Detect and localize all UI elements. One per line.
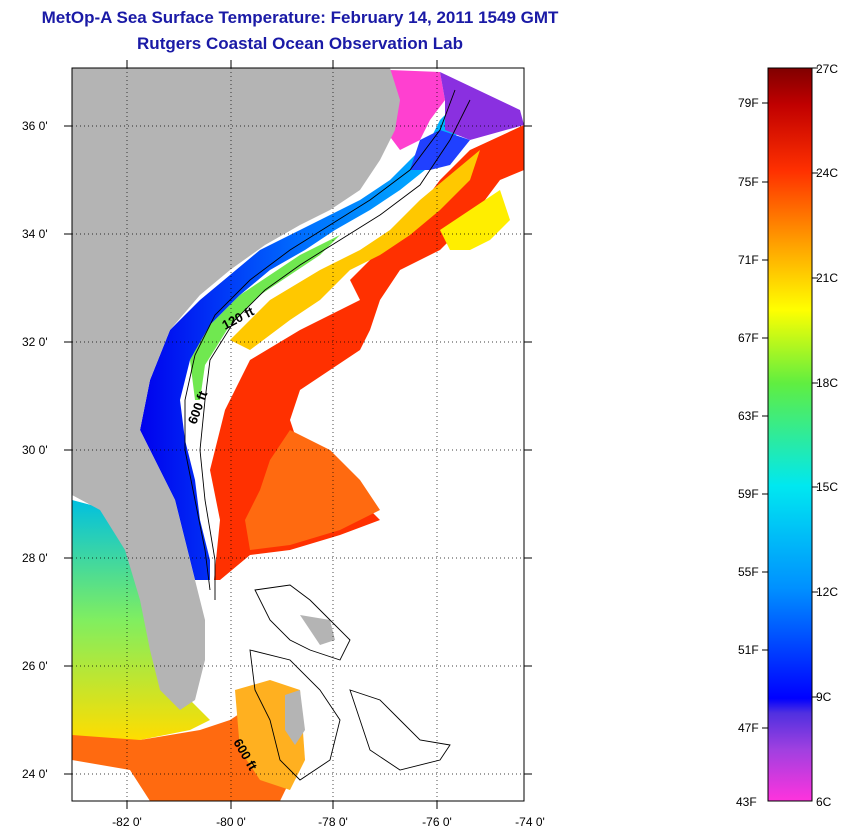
lat-tick-label: 24 0' [22,767,48,781]
colorbar-f-label: 79F [738,96,759,110]
map-ticks [64,60,532,809]
colorbar-f-label: 71F [738,253,759,267]
colorbar-f-label: 59F [738,487,759,501]
map-frame [71,67,525,802]
colorbar-ticks [762,67,818,729]
colorbar-c-label: 27C [816,62,838,76]
lon-tick-label: -82 0' [112,815,142,829]
lon-tick-label: -74 0' [515,815,545,829]
coastal-blue-water [410,130,470,170]
orange-offshore-water [245,430,380,550]
colorbar-f-label: 75F [738,175,759,189]
colorbar-c-label: 12C [816,585,838,599]
lat-tick-label: 36 0' [22,119,48,133]
purple-northern-water [440,72,524,140]
temperature-colorbar [767,67,813,802]
map-grid [72,68,524,801]
colorbar-c-label: 24C [816,166,838,180]
bahamas-land [285,690,305,745]
lat-tick-label: 28 0' [22,551,48,565]
colorbar-f-label: 51F [738,643,759,657]
colorbar-f-label: 47F [738,721,759,735]
mid-shelf-warm-band [230,150,480,350]
lat-tick-label: 26 0' [22,659,48,673]
lat-tick-label: 32 0' [22,335,48,349]
sst-map [72,68,524,801]
colorbar-f-label: 63F [738,409,759,423]
lon-tick-label: -78 0' [318,815,348,829]
green-inner-shelf [190,235,340,400]
colorbar-c-label: 9C [816,690,832,704]
colorbar-c-label: 6C [816,795,832,809]
bahamas-land [300,615,335,645]
cold-northern-water [385,70,445,150]
map-subtitle: Rutgers Coastal Ocean Observation Lab [137,34,463,53]
colorbar-f-label: 67F [738,331,759,345]
lon-tick-label: -80 0' [216,815,246,829]
colorbar-f-label: 43F [736,795,757,809]
lat-tick-label: 30 0' [22,443,48,457]
colorbar-c-label: 21C [816,271,838,285]
lon-tick-label: -76 0' [422,815,452,829]
land-southeast-us [72,68,400,710]
offshore-yellow-patch [440,190,510,250]
lat-tick-label: 34 0' [22,227,48,241]
isobath-contours [184,89,471,781]
colorbar-f-label: 55F [738,565,759,579]
colorbar-c-label: 18C [816,376,838,390]
colorbar-c-label: 15C [816,480,838,494]
map-title: MetOp-A Sea Surface Temperature: Februar… [41,8,559,27]
